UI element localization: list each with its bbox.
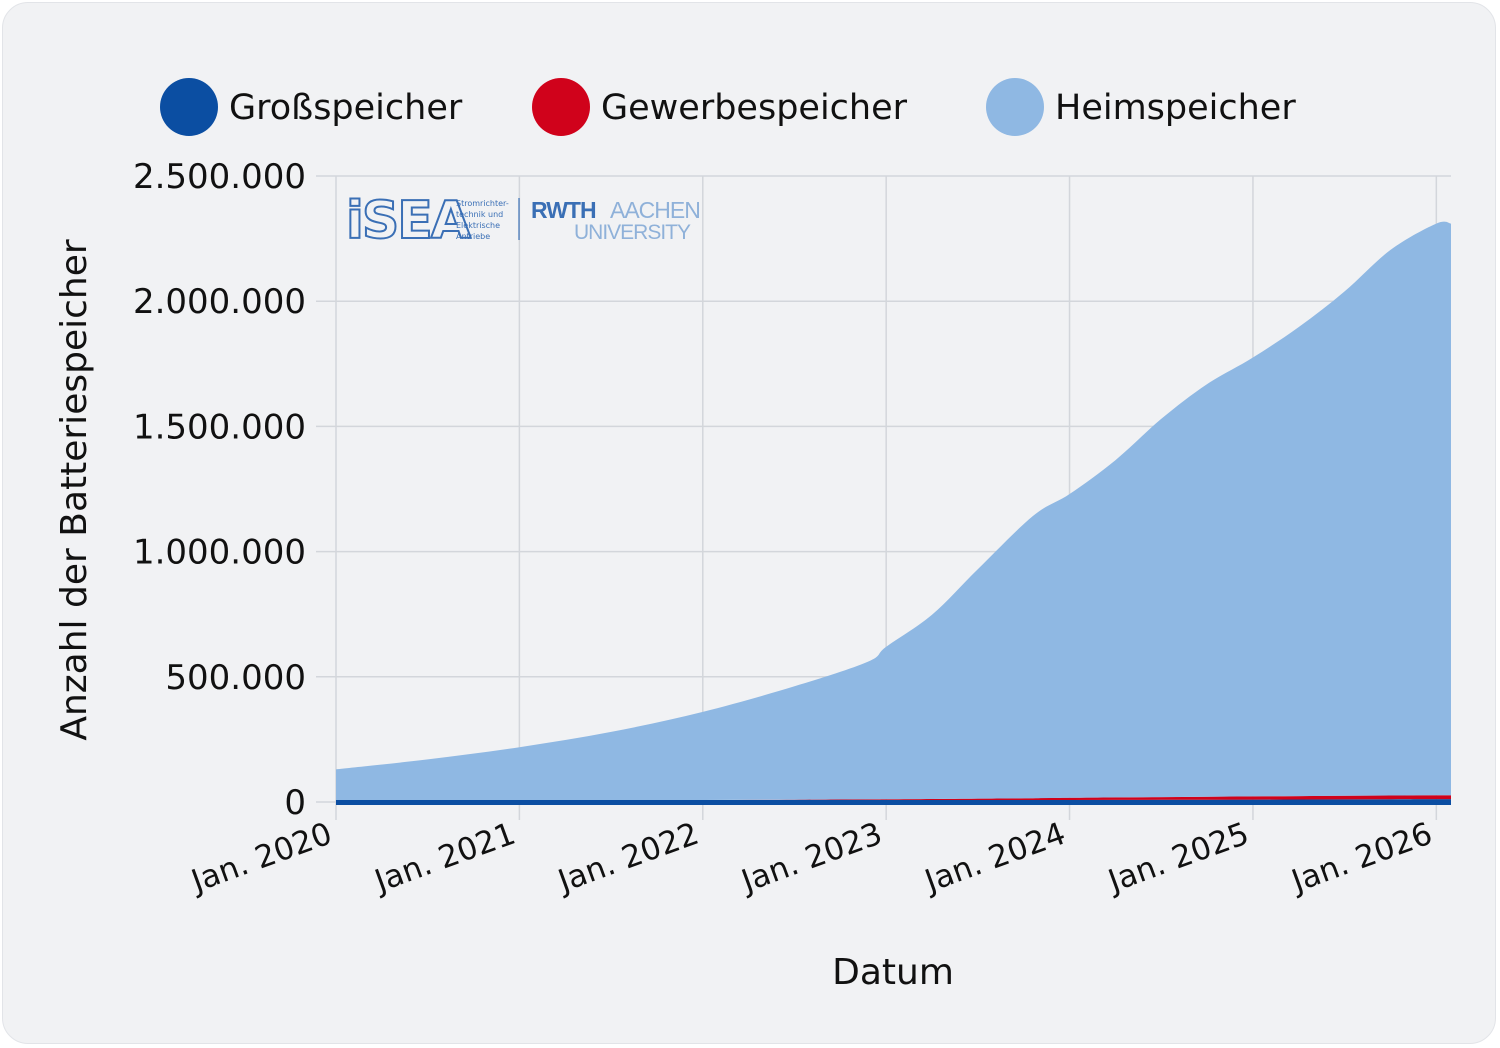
- area-gewerbespeicher: [336, 795, 1451, 802]
- legend-label-3: Heimspeicher: [1055, 88, 1296, 128]
- x-tick-label-3: Jan. 2023: [735, 816, 887, 901]
- area-grossspeicher-baseline: [336, 800, 1451, 805]
- y-tick-label-2: 1.000.000: [133, 533, 306, 573]
- legend-swatch-2: [532, 78, 590, 136]
- y-tick-label-0: 0: [284, 783, 306, 823]
- y-tick-label-4: 2.000.000: [133, 282, 306, 322]
- isea-subtitle-line-2: technik und: [456, 210, 503, 219]
- x-tick-label-0: Jan. 2020: [185, 816, 337, 901]
- rwth-logo-bold: RWTH: [531, 197, 596, 223]
- legend: Großspeicher Gewerbespeicher Heimspeicher: [160, 78, 1296, 136]
- x-tick-label-5: Jan. 2025: [1102, 816, 1254, 901]
- isea-subtitle-line-3: Elektrische: [456, 221, 500, 230]
- area-series: [336, 221, 1451, 805]
- isea-subtitle-line-1: Stromrichter-: [456, 199, 509, 208]
- x-tick-label-2: Jan. 2022: [552, 816, 704, 901]
- x-tick-label-6: Jan. 2026: [1285, 816, 1437, 901]
- legend-swatch-3: [986, 78, 1044, 136]
- y-tick-label-1: 500.000: [165, 658, 306, 698]
- y-tick-label-3: 1.500.000: [133, 407, 306, 447]
- x-tick-label-4: Jan. 2024: [919, 816, 1071, 901]
- legend-label-2: Gewerbespeicher: [601, 88, 908, 128]
- x-axis-ticks: Jan. 2020 Jan. 2021 Jan. 2022 Jan. 2023 Jan.…: [185, 816, 1437, 901]
- legend-swatch-1: [160, 78, 218, 136]
- x-axis-title: Datum: [832, 952, 954, 993]
- y-tick-label-5: 2.500.000: [133, 157, 306, 197]
- area-heimspeicher: [336, 221, 1451, 802]
- rwth-logo-aachen: AACHEN: [610, 197, 700, 223]
- institution-logos: iSEA Stromrichter- technik und Elektrisc…: [345, 190, 701, 252]
- rwth-logo-university: UNIVERSITY: [574, 221, 691, 244]
- y-axis-title: Anzahl der Batteriespeicher: [54, 239, 95, 741]
- isea-subtitle-line-4: Antriebe: [456, 232, 490, 241]
- x-tick-label-1: Jan. 2021: [368, 816, 520, 901]
- isea-logo: iSEA: [346, 191, 471, 251]
- legend-label-1: Großspeicher: [229, 88, 463, 128]
- y-axis-ticks: 0 500.000 1.000.000 1.500.000 2.000.000 2.500…: [133, 157, 306, 823]
